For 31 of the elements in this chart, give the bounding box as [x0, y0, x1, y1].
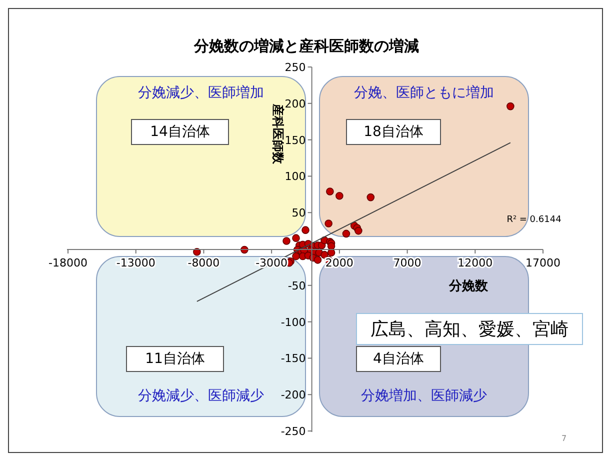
x-tick-label: 2000	[325, 256, 354, 270]
y-tick-label: -150	[280, 352, 306, 366]
y-tick-label: -100	[280, 316, 306, 329]
annotation: R² = 0.6144	[506, 215, 562, 225]
annotation: 広島、高知、愛媛、宮崎	[356, 313, 583, 345]
y-tick-label: -50	[288, 279, 306, 292]
chart-title: 分娩数の増減と産科医師数の増減	[192, 37, 420, 56]
y-tick-label: 150	[284, 134, 306, 147]
annotation: 14自治体	[131, 119, 229, 145]
x-axis-title: 分娩数	[449, 278, 488, 295]
annotation: 分娩、医師ともに増加	[353, 84, 495, 102]
y-tick-label: 50	[292, 206, 306, 220]
x-tick-label: -8000	[188, 256, 220, 270]
x-tick-label: -18000	[48, 256, 88, 270]
annotation: 11自治体	[126, 346, 224, 372]
y-axis-title: 産科医師数	[270, 104, 286, 164]
x-tick-label: 12000	[458, 256, 493, 270]
y-tick-label: -250	[280, 425, 306, 438]
x-tick-label: -13000	[116, 256, 156, 270]
annotation: 4自治体	[356, 346, 441, 372]
y-tick-label: 100	[284, 170, 306, 184]
annotation: 分娩増加、医師減少	[360, 387, 488, 405]
text: 7	[560, 434, 568, 443]
y-tick-label: 200	[284, 97, 306, 110]
y-tick-label: 250	[284, 61, 306, 74]
x-tick-label: 7000	[393, 256, 422, 270]
annotation: 分娩減少、医師減少	[138, 388, 264, 404]
x-tick-label: 17000	[526, 256, 560, 270]
y-tick-label: -200	[280, 388, 306, 402]
annotation: 分娩減少、医師増加	[138, 85, 264, 101]
annotation: 18自治体	[346, 119, 441, 145]
